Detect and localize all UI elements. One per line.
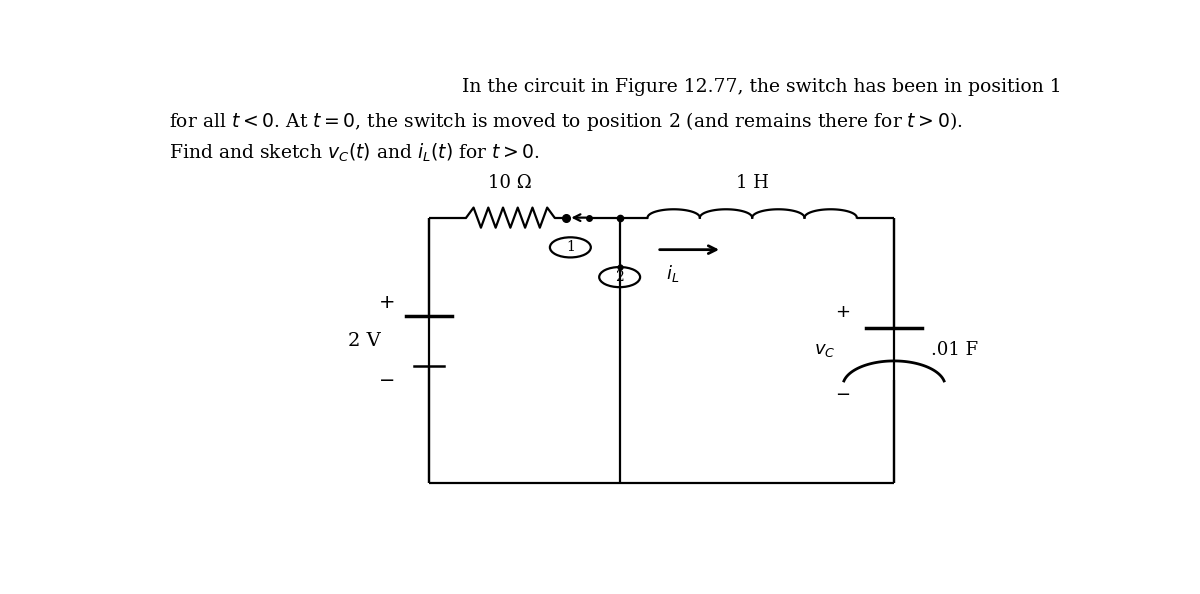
Text: for all $t < 0$. At $t = 0$, the switch is moved to position 2 (and remains ther: for all $t < 0$. At $t = 0$, the switch …: [168, 110, 962, 133]
Text: .01 F: .01 F: [931, 342, 978, 359]
Text: +: +: [835, 304, 851, 321]
Text: $i_L$: $i_L$: [666, 263, 679, 285]
Text: In the circuit in Figure 12.77, the switch has been in position 1: In the circuit in Figure 12.77, the swit…: [462, 78, 1062, 96]
Text: 1: 1: [566, 241, 575, 254]
Text: +: +: [379, 293, 396, 312]
Text: $v_C$: $v_C$: [814, 342, 835, 359]
Text: 10 Ω: 10 Ω: [488, 175, 533, 192]
Text: 2: 2: [616, 270, 624, 284]
Text: −: −: [379, 371, 395, 390]
Text: −: −: [835, 386, 851, 404]
Text: 1 H: 1 H: [736, 175, 769, 192]
Text: 2 V: 2 V: [348, 332, 380, 350]
Text: Find and sketch $v_C(t)$ and $i_L(t)$ for $t > 0$.: Find and sketch $v_C(t)$ and $i_L(t)$ fo…: [168, 142, 540, 165]
